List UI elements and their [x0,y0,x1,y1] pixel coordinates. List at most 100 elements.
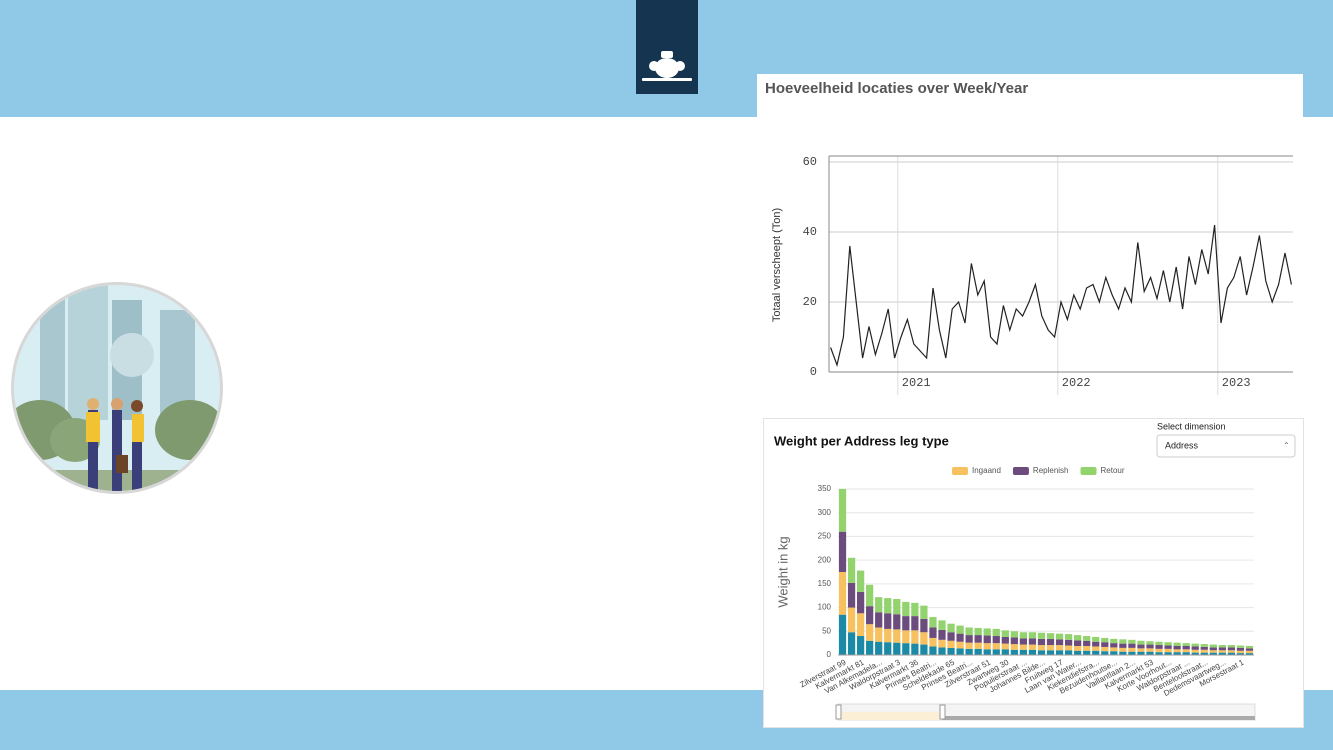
bar-segment [1209,650,1217,653]
bar-segment [1236,647,1245,651]
bar-segment [1055,645,1064,651]
bar-segment [1028,632,1037,639]
bar-segment [1055,650,1064,655]
bar-segment [1046,633,1055,639]
legend-swatch [952,467,968,475]
bar-segment [1064,645,1073,651]
bar-segment [929,646,937,655]
range-slider[interactable] [835,703,1256,721]
bar-segment [1101,637,1109,643]
bar-segment [1001,649,1009,655]
bar-segment [938,620,946,630]
bar-segment [1028,644,1037,650]
bar-segment [1055,633,1064,640]
bar-segment [920,618,928,633]
bar-segment [992,628,1000,637]
bar-segment [1245,653,1254,655]
bar-segment [1164,648,1172,653]
bar-segment [983,649,991,655]
bar-segment [929,637,937,647]
bar-segment [1083,645,1091,651]
y-tick-label: 60 [803,155,817,169]
bar-segment [1119,651,1127,655]
bar-segment [1028,649,1037,655]
bar-segment [1218,650,1226,653]
bar-segment [1083,636,1091,641]
bar-segment [875,641,883,655]
bar-segment [938,647,946,655]
bar-segment [866,624,874,641]
bar-segment [1028,638,1037,645]
select-dimension[interactable]: Address ⌃ [1156,434,1296,458]
bar-segment [856,591,865,614]
bar-segment [1074,640,1082,646]
legend-label: Retour [1101,466,1125,475]
x-tick-label: 2022 [1062,376,1091,390]
bar-segment [893,629,901,643]
bar-segment [1019,632,1028,639]
bar-segment [1092,641,1100,647]
bar-segment [965,627,973,636]
y-tick-label: 20 [803,295,817,309]
bar-segment [1037,638,1046,646]
bar-segment [1173,642,1181,646]
bar-segment [1191,643,1199,647]
bar-segment [1064,634,1073,640]
bar-segment [1083,640,1091,646]
y-tick-label: 50 [822,626,831,635]
bar-y-label: Weight in kg [775,536,790,607]
bar-segment [992,643,1000,650]
bar-segment [1019,644,1028,650]
bar-segment [1037,650,1046,655]
bar-segment [1227,645,1236,648]
bar-segment [1173,652,1181,655]
legend-swatch [1012,467,1029,475]
bar-segment [938,629,946,640]
bar-segment [847,632,856,655]
bar-segment [1164,642,1172,646]
bar-segment [1101,642,1109,647]
bar-segment [1037,645,1046,651]
bar-segment [838,572,847,615]
bar-segment [1227,650,1236,653]
bar-segment [1074,635,1082,641]
select-box[interactable] [1156,434,1296,458]
slider-handle[interactable] [835,704,842,720]
bar-segment [1182,643,1190,646]
bar-segment [893,599,901,615]
bar-segment [902,616,910,631]
bar-segment [1236,645,1245,648]
bar-segment [1245,648,1254,651]
select-value[interactable]: Address [1165,440,1199,450]
bar-segment [956,648,964,655]
bar-segment [1083,650,1091,655]
bar-segment [1010,649,1018,655]
bar-segment [1001,630,1009,637]
select-arrow: ⌃ [1283,441,1290,450]
line-series [830,224,1292,368]
logo [636,0,698,94]
bar-segment [1227,647,1236,651]
bar-segment [983,643,991,650]
bar-segment [1001,643,1009,650]
bar-segment [911,602,919,617]
illustration [11,282,223,494]
bar-segment [856,613,865,637]
bar-title: Weight per Address leg type [774,433,949,448]
select-label: Select dimension [1157,421,1226,431]
bar-segment [893,614,901,630]
bar-segment [838,489,847,532]
y-tick-label: 350 [818,484,832,493]
bar-segment [1128,639,1136,644]
bar-segment [1155,648,1163,653]
bar-segment [947,632,955,641]
bar-segment [1137,640,1145,645]
bar-segment [902,601,910,617]
y-tick-label: 150 [818,579,832,588]
legend-label: Ingaand [972,466,1001,475]
bar-segment [1110,643,1118,648]
slider-handle[interactable] [939,704,946,720]
bar-segment [1110,651,1118,655]
bar-segment [965,635,973,643]
